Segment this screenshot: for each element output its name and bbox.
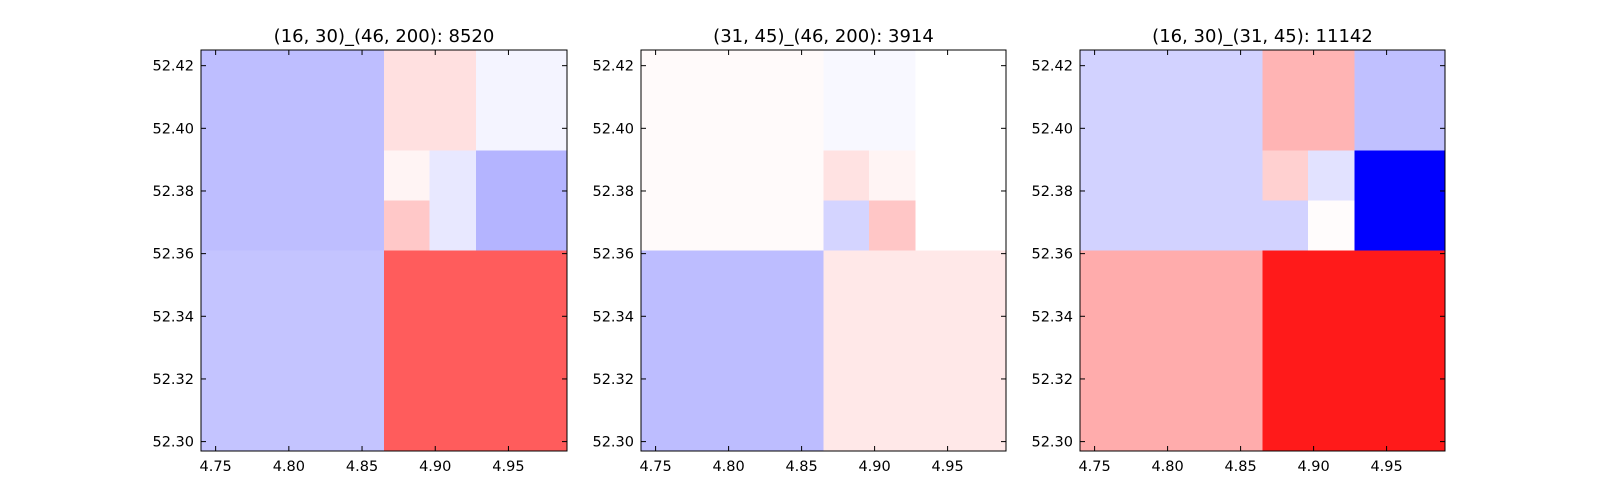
heatmap-cell xyxy=(384,200,430,252)
y-tick-label: 52.32 xyxy=(1031,372,1073,388)
x-tick-label: 4.85 xyxy=(785,459,817,475)
heatmap-cell xyxy=(915,150,1007,252)
heatmap-cell xyxy=(868,150,917,201)
y-tick-label: 52.34 xyxy=(152,309,194,325)
heatmap-cell xyxy=(476,50,568,151)
chart-title: (16, 30)_(31, 45): 11142 xyxy=(1152,26,1373,47)
y-tick-label: 52.42 xyxy=(152,59,194,75)
x-tick-label: 4.95 xyxy=(492,459,524,475)
y-tick-label: 52.36 xyxy=(1031,247,1073,263)
axes-frame xyxy=(640,49,1007,452)
heatmap-cell xyxy=(868,200,917,252)
x-tick-label: 4.85 xyxy=(1224,459,1256,475)
heatmap-panel-1: (16, 30)_(46, 200): 8520 4.75 4.80 4.85 4.90… xyxy=(152,26,568,475)
heatmap-cell xyxy=(1262,150,1309,201)
x-tick-label: 4.85 xyxy=(346,459,378,475)
heatmap-cell xyxy=(1354,50,1446,151)
x-tick-label: 4.90 xyxy=(419,459,451,475)
y-tick-label: 52.30 xyxy=(592,435,634,451)
x-tick-label: 4.95 xyxy=(1370,459,1402,475)
heatmap-cell xyxy=(823,50,917,151)
y-tick-label: 52.36 xyxy=(592,247,634,263)
y-tick-label: 52.30 xyxy=(152,435,194,451)
heatmap-cell xyxy=(641,250,825,452)
y-tick-label: 52.34 xyxy=(1031,309,1073,325)
heatmap-panel-3: (16, 30)_(31, 45): 11142 4.75 4.80 4.85 4.90… xyxy=(1031,26,1446,475)
y-tick-label: 52.40 xyxy=(152,121,194,137)
x-tick-label: 4.80 xyxy=(1151,459,1183,475)
axes-frame xyxy=(200,49,568,452)
x-tick-label: 4.80 xyxy=(712,459,744,475)
heatmap-cell xyxy=(915,50,1007,151)
heatmap-cell xyxy=(823,250,1007,452)
x-tick-label: 4.90 xyxy=(858,459,890,475)
heatmap-cell xyxy=(1307,200,1356,252)
heatmap-cell xyxy=(1080,250,1264,452)
y-tick-label: 52.38 xyxy=(152,184,194,200)
y-tick-label: 52.38 xyxy=(1031,184,1073,200)
heatmap-cell xyxy=(384,250,568,452)
heatmap-cell xyxy=(1307,150,1356,201)
heatmap-cell xyxy=(476,150,568,252)
heatmap-cell xyxy=(1262,250,1446,452)
y-tick-label: 52.40 xyxy=(592,121,634,137)
y-tick-label: 52.38 xyxy=(592,184,634,200)
y-tick-label: 52.42 xyxy=(1031,59,1073,75)
chart-title: (16, 30)_(46, 200): 8520 xyxy=(274,26,495,47)
heatmap-cell xyxy=(823,200,870,252)
y-tick-label: 52.34 xyxy=(592,309,634,325)
x-tick-label: 4.75 xyxy=(639,459,671,475)
heatmap-cell xyxy=(1262,50,1356,151)
x-tick-label: 4.95 xyxy=(931,459,963,475)
x-tick-label: 4.80 xyxy=(273,459,305,475)
heatmap-cell xyxy=(823,150,870,201)
y-tick-label: 52.40 xyxy=(1031,121,1073,137)
heatmap-cell xyxy=(641,50,825,252)
chart-title: (31, 45)_(46, 200): 3914 xyxy=(713,26,934,47)
heatmap-cell xyxy=(429,150,477,252)
y-tick-label: 52.30 xyxy=(1031,435,1073,451)
x-tick-label: 4.75 xyxy=(199,459,231,475)
x-tick-label: 4.75 xyxy=(1078,459,1110,475)
y-tick-label: 52.36 xyxy=(152,247,194,263)
heatmap-cell xyxy=(201,50,385,252)
y-tick-label: 52.32 xyxy=(152,372,194,388)
heatmap-cell xyxy=(1354,150,1446,252)
y-tick-label: 52.32 xyxy=(592,372,634,388)
heatmap-cell xyxy=(384,150,430,201)
heatmap-cell xyxy=(384,50,477,151)
axes-frame xyxy=(1079,49,1446,452)
heatmap-panel-2: (31, 45)_(46, 200): 3914 4.75 4.80 4.85 4.90… xyxy=(592,26,1007,475)
x-tick-label: 4.90 xyxy=(1297,459,1329,475)
heatmap-cell xyxy=(1262,200,1309,252)
heatmap-cell xyxy=(1080,50,1264,252)
y-tick-label: 52.42 xyxy=(592,59,634,75)
heatmap-cell xyxy=(201,250,385,452)
